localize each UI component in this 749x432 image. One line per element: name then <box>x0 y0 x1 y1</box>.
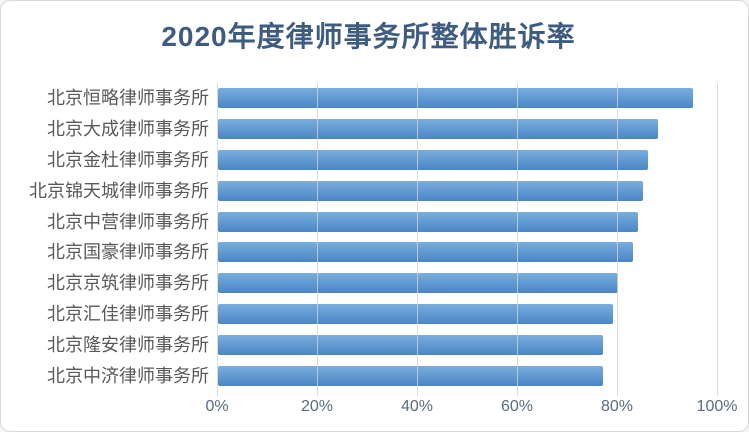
bar-北京隆安律师事务所 <box>218 334 603 355</box>
bar-北京汇佳律师事务所 <box>218 304 613 324</box>
axis-tickmark <box>717 391 718 396</box>
bar-北京中济律师事务所 <box>218 365 603 386</box>
category-label: 北京国豪律师事务所 <box>47 242 209 263</box>
x-tick-label: 0% <box>205 398 229 415</box>
gridline-40 <box>417 83 418 391</box>
category-label: 北京中济律师事务所 <box>47 365 209 386</box>
gridline-20 <box>317 83 318 391</box>
gridline-60 <box>517 83 518 391</box>
bar-北京恒略律师事务所 <box>218 88 693 109</box>
bar-北京锦天城律师事务所 <box>218 180 643 201</box>
bar-北京中营律师事务所 <box>218 211 638 232</box>
bar-北京京筑律师事务所 <box>218 273 618 294</box>
x-tick-label: 80% <box>600 398 634 415</box>
x-tick-label: 20% <box>300 398 334 415</box>
gridline-100 <box>717 83 718 391</box>
x-tick-label: 60% <box>500 398 534 415</box>
category-label: 北京大成律师事务所 <box>47 119 209 140</box>
category-label: 北京中营律师事务所 <box>47 211 209 232</box>
axis-tickmark <box>517 391 518 396</box>
category-label: 北京汇佳律师事务所 <box>47 304 209 324</box>
chart-title: 2020年度律师事务所整体胜诉率 <box>161 21 576 52</box>
category-label: 北京隆安律师事务所 <box>47 334 209 355</box>
category-label: 北京金杜律师事务所 <box>47 150 209 170</box>
axis-tickmark <box>617 391 618 396</box>
category-label: 北京恒略律师事务所 <box>47 88 209 109</box>
gridline-0 <box>217 83 218 391</box>
axis-tickmark <box>417 391 418 396</box>
bar-北京国豪律师事务所 <box>218 242 633 263</box>
gridline-80 <box>617 83 618 391</box>
axis-tickmark <box>317 391 318 396</box>
x-tick-label: 100% <box>696 398 738 415</box>
bar-北京金杜律师事务所 <box>218 150 648 170</box>
category-label: 北京京筑律师事务所 <box>47 273 209 294</box>
category-label: 北京锦天城律师事务所 <box>29 180 209 201</box>
x-tick-label: 40% <box>400 398 434 415</box>
axis-tickmark <box>217 391 218 396</box>
bar-北京大成律师事务所 <box>218 119 658 140</box>
